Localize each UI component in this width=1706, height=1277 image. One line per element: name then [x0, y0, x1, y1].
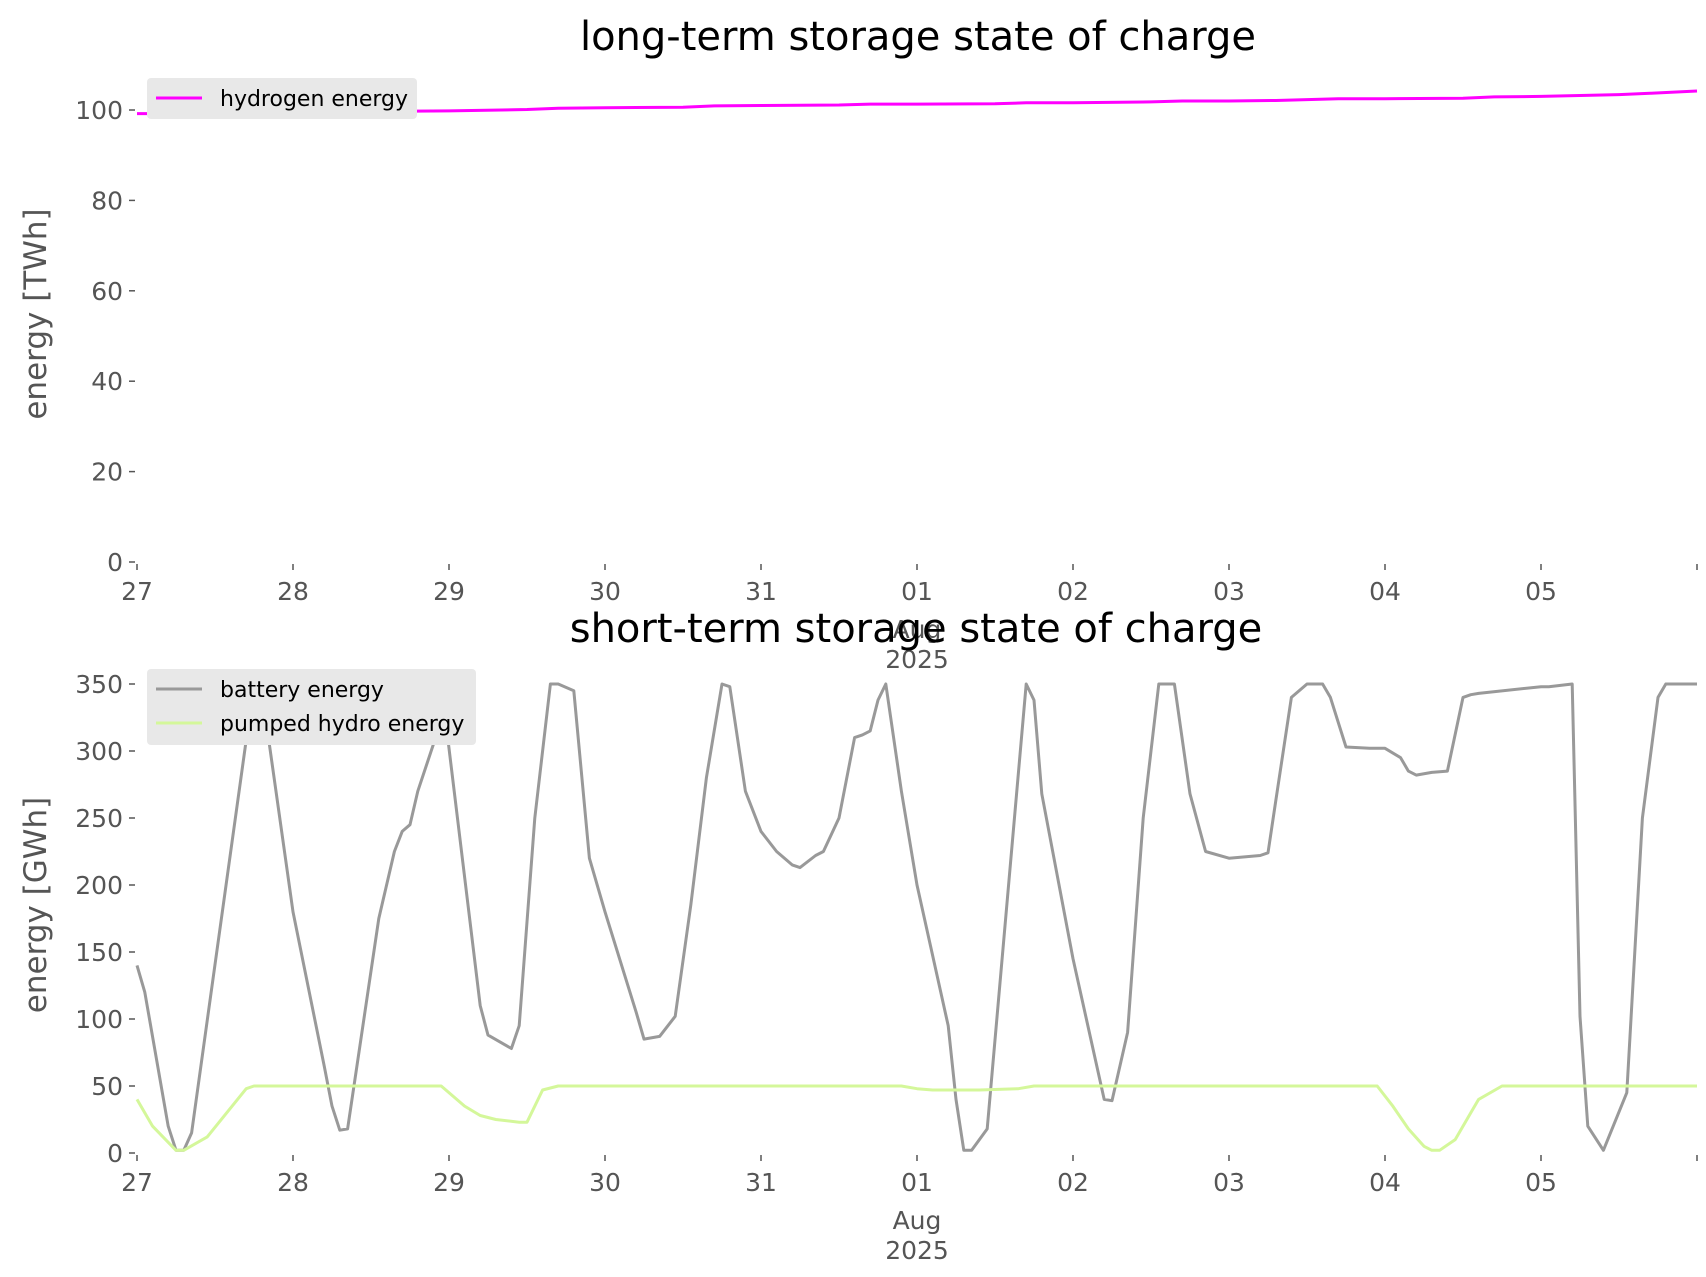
x-tick-sublabel: Aug	[893, 1206, 942, 1235]
y-tick-label: 250	[75, 804, 123, 833]
y-tick-label: 0	[107, 548, 123, 577]
short-term-legend: battery energy pumped hydro energy	[147, 669, 476, 745]
legend-label-pumped-hydro: pumped hydro energy	[220, 712, 464, 737]
y-tick-label: 0	[107, 1139, 123, 1168]
short-term-chart: short-term storage state of charge energ…	[18, 606, 1698, 1265]
x-tick-label: 27	[121, 1168, 153, 1197]
x-tick-sublabel: Aug	[893, 615, 942, 644]
x-tick-label: 31	[745, 577, 777, 606]
short-term-chart-title: short-term storage state of charge	[570, 606, 1263, 652]
x-tick-label: 29	[433, 577, 465, 606]
x-tick-label: 30	[589, 577, 621, 606]
x-tick-label: 05	[1525, 1168, 1557, 1197]
x-tick-label: 04	[1369, 577, 1401, 606]
legend-box	[147, 78, 417, 119]
y-tick-label: 80	[91, 186, 123, 215]
x-tick-sublabel: 2025	[885, 1236, 949, 1265]
legend-label-battery: battery energy	[220, 678, 384, 703]
y-tick-label: 100	[75, 1005, 123, 1034]
legend-label-hydrogen: hydrogen energy	[220, 87, 408, 112]
long-term-chart-title: long-term storage state of charge	[580, 14, 1256, 60]
long-term-series	[137, 89, 1698, 116]
long-term-chart: long-term storage state of charge energy…	[18, 14, 1698, 674]
x-tick-label: 03	[1213, 577, 1245, 606]
y-tick-label: 100	[75, 96, 123, 125]
x-tick-label: 05	[1525, 577, 1557, 606]
long-term-legend: hydrogen energy	[147, 78, 417, 119]
x-tick-label: 31	[745, 1168, 777, 1197]
x-tick-label: 01	[901, 577, 933, 606]
x-tick-label: 03	[1213, 1168, 1245, 1197]
x-tick-label: 01	[901, 1168, 933, 1197]
y-tick-label: 150	[75, 938, 123, 967]
x-tick-label: 28	[277, 577, 309, 606]
long-term-chart-ylabel: energy [TWh]	[18, 208, 54, 419]
short-term-chart-ylabel: energy [GWh]	[18, 797, 54, 1013]
series-line-pumped-hydro-energy	[135, 1084, 1697, 1152]
x-tick-label: 27	[121, 577, 153, 606]
y-tick-label: 300	[75, 737, 123, 766]
y-tick-label: 50	[91, 1072, 123, 1101]
y-tick-label: 20	[91, 458, 123, 487]
series-line-battery-energy	[135, 682, 1697, 1152]
x-tick-label: 28	[277, 1168, 309, 1197]
x-tick-label: 30	[589, 1168, 621, 1197]
y-tick-label: 40	[91, 367, 123, 396]
x-tick-label: 04	[1369, 1168, 1401, 1197]
series-line-hydrogen-energy	[137, 89, 1698, 116]
short-term-y-axis: 0 50 100 150 200 250 300 350	[75, 670, 135, 1168]
y-tick-label: 350	[75, 670, 123, 699]
long-term-y-axis: 0 20 40 60 80 100	[75, 96, 135, 577]
x-tick-sublabel: 2025	[885, 645, 949, 674]
x-tick-label: 02	[1057, 1168, 1089, 1197]
legend-box	[147, 669, 476, 745]
x-tick-label: 29	[433, 1168, 465, 1197]
short-term-series	[135, 682, 1697, 1152]
x-tick-label: 02	[1057, 577, 1089, 606]
y-tick-label: 200	[75, 871, 123, 900]
y-tick-label: 60	[91, 277, 123, 306]
